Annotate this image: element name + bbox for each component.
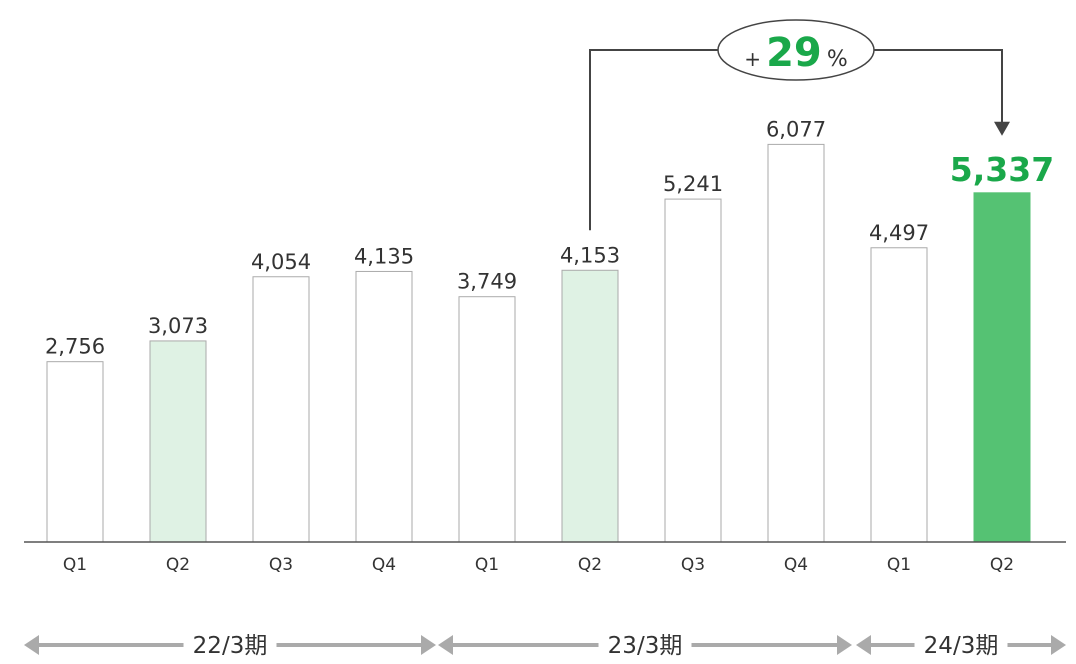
tick-labels-group: Q1 Q2 Q3 Q4 Q1 Q2 Q3 Q4 Q1 Q2 (63, 555, 1014, 575)
period-arrowhead-right-2 (837, 635, 852, 655)
value-label-5: 3,749 (457, 270, 517, 294)
period-label-3: 24/3期 (924, 633, 999, 659)
bar-7 (664, 198, 722, 543)
growth-suffix: % (827, 47, 848, 72)
period-label-2: 23/3期 (608, 633, 683, 659)
growth-badge-text: + 29 % (744, 30, 848, 76)
bar-2 (149, 340, 207, 543)
growth-annotation: + 29 % (589, 19, 1010, 231)
bar-4 (355, 270, 413, 543)
value-label-7: 5,241 (663, 172, 723, 196)
fiscal-period-group: 22/3期 23/3期 24/3期 (24, 633, 1066, 659)
tick-label-9: Q1 (887, 555, 911, 575)
tick-label-7: Q3 (681, 555, 705, 575)
growth-badge (717, 19, 875, 81)
bar-6 (561, 269, 619, 543)
bars-group (46, 143, 1031, 543)
value-label-8: 6,077 (766, 117, 826, 141)
value-label-10: 5,337 (950, 150, 1054, 189)
tick-label-5: Q1 (475, 555, 499, 575)
period-arrowhead-left-2 (438, 635, 453, 655)
value-label-1: 2,756 (45, 335, 105, 359)
bar-10 (973, 192, 1031, 543)
tick-label-2: Q2 (166, 555, 190, 575)
bar-3 (252, 276, 310, 543)
tick-label-3: Q3 (269, 555, 293, 575)
tick-label-6: Q2 (578, 555, 602, 575)
bar-5 (458, 296, 516, 543)
value-label-9: 4,497 (869, 221, 929, 245)
tick-label-8: Q4 (784, 555, 808, 575)
tick-label-10: Q2 (990, 555, 1014, 575)
bar-1 (46, 361, 104, 543)
value-label-6: 4,153 (560, 243, 620, 267)
value-label-2: 3,073 (148, 314, 208, 338)
bar-9 (870, 247, 928, 543)
bar-8 (767, 143, 825, 543)
growth-arrowhead (994, 121, 1010, 136)
period-arrowhead-right-1 (421, 635, 436, 655)
period-arrowhead-right-3 (1051, 635, 1066, 655)
value-label-3: 4,054 (251, 250, 311, 274)
tick-label-4: Q4 (372, 555, 396, 575)
tick-label-1: Q1 (63, 555, 87, 575)
period-arrowhead-left-1 (24, 635, 39, 655)
value-label-4: 4,135 (354, 244, 414, 268)
growth-prefix: + (744, 47, 761, 71)
period-arrowhead-left-3 (856, 635, 871, 655)
value-labels-group: 2,756 3,073 4,054 4,135 3,749 4,153 5,241 6,077… (45, 117, 1054, 358)
growth-value: 29 (766, 30, 822, 76)
period-label-1: 22/3期 (193, 633, 268, 659)
